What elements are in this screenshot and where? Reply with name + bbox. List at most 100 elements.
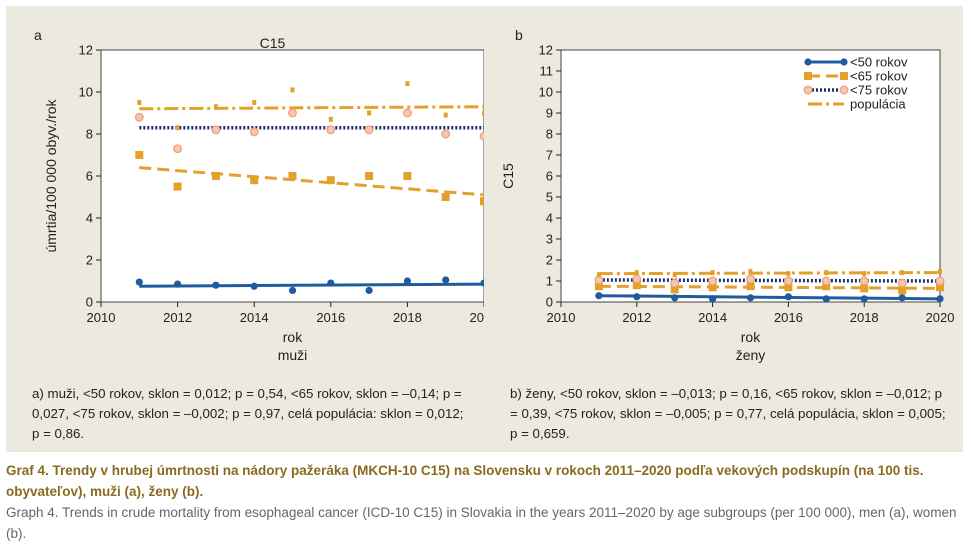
data-point-lt75 bbox=[594, 275, 604, 285]
y-tick-label: 8 bbox=[86, 127, 93, 142]
data-point-pop bbox=[175, 125, 180, 131]
data-point-lt50 bbox=[212, 281, 220, 289]
data-point-lt75 bbox=[288, 108, 297, 118]
data-point-pop bbox=[482, 110, 484, 116]
y-tick-label: 5 bbox=[546, 190, 553, 205]
trend-line-lt50 bbox=[139, 282, 484, 288]
trend-line-lt65 bbox=[139, 166, 484, 197]
y-tick-label: 7 bbox=[546, 148, 553, 163]
data-point-lt50 bbox=[671, 294, 679, 302]
x-axis-label: rok bbox=[741, 329, 761, 345]
data-point-lt75 bbox=[935, 276, 945, 286]
data-point-lt75 bbox=[479, 131, 484, 141]
data-point-lt50 bbox=[860, 295, 868, 303]
data-point-lt65 bbox=[746, 282, 755, 291]
data-point-lt50 bbox=[709, 295, 717, 303]
data-point-lt75 bbox=[326, 125, 336, 135]
data-point-pop bbox=[596, 272, 601, 278]
legend-label-pop: populácia bbox=[850, 97, 906, 112]
panel-letter: b bbox=[515, 27, 523, 43]
data-point-lt50 bbox=[822, 295, 830, 303]
x-tick-label: 2014 bbox=[698, 310, 727, 325]
y-tick-label: 10 bbox=[79, 85, 93, 100]
data-point-pop bbox=[786, 271, 791, 277]
x-tick-label: 2010 bbox=[87, 310, 116, 325]
data-point-pop bbox=[137, 100, 142, 105]
data-point-lt50 bbox=[595, 292, 603, 300]
legend-marker-lt65 bbox=[804, 72, 812, 80]
data-point-lt75 bbox=[364, 125, 374, 135]
legend-label-lt65: <65 rokov bbox=[850, 69, 908, 84]
x-tick-label: 2016 bbox=[774, 310, 803, 325]
data-point-lt50 bbox=[746, 294, 755, 302]
y-tick-label: 3 bbox=[546, 232, 553, 247]
data-point-lt75 bbox=[211, 125, 221, 135]
data-point-lt65 bbox=[441, 193, 450, 201]
data-point-lt50 bbox=[633, 293, 641, 301]
data-point-lt50 bbox=[174, 280, 182, 288]
data-point-lt65 bbox=[365, 172, 374, 180]
data-point-lt50 bbox=[365, 286, 373, 295]
data-point-pop bbox=[290, 87, 295, 93]
data-point-lt75 bbox=[897, 278, 907, 288]
chart-b-note: b) ženy, <50 rokov, sklon = –0,013; p = … bbox=[510, 386, 946, 441]
data-point-lt65 bbox=[326, 176, 335, 185]
data-point-lt75 bbox=[821, 276, 831, 286]
data-point-pop bbox=[710, 270, 715, 276]
x-tick-label: 2010 bbox=[547, 310, 576, 325]
data-point-lt65 bbox=[594, 282, 603, 291]
data-point-pop bbox=[405, 81, 410, 87]
data-point-lt50 bbox=[936, 295, 944, 303]
figure-caption: Graf 4. Trendy v hrubej úmrtnosti na nád… bbox=[6, 460, 966, 544]
data-point-pop bbox=[900, 270, 905, 276]
data-point-lt65 bbox=[670, 285, 679, 294]
data-point-lt75 bbox=[708, 276, 718, 286]
y-axis-label: C15 bbox=[500, 163, 516, 189]
y-tick-label: 2 bbox=[546, 253, 553, 268]
legend-marker-lt50 bbox=[840, 58, 848, 66]
data-point-lt65 bbox=[403, 172, 412, 180]
data-point-lt65 bbox=[250, 176, 259, 185]
data-point-lt50 bbox=[480, 279, 484, 287]
x-tick-label: 2020 bbox=[470, 310, 484, 325]
y-tick-label: 12 bbox=[539, 43, 553, 58]
data-point-lt65 bbox=[135, 151, 144, 159]
x-axis-sublabel: ženy bbox=[736, 347, 766, 363]
x-axis-label: rok bbox=[283, 329, 303, 345]
data-point-lt65 bbox=[860, 284, 869, 293]
data-point-pop bbox=[252, 100, 257, 105]
y-tick-label: 6 bbox=[546, 169, 553, 184]
data-point-lt75 bbox=[173, 144, 183, 154]
legend-marker-lt75 bbox=[839, 85, 849, 95]
x-tick-label: 2014 bbox=[240, 310, 269, 325]
data-point-pop bbox=[938, 269, 942, 275]
caption-english: Graph 4. Trends in crude mortality from … bbox=[6, 505, 957, 541]
y-tick-label: 2 bbox=[86, 253, 93, 268]
trend-line-lt65 bbox=[598, 284, 941, 290]
data-point-lt65 bbox=[288, 172, 297, 180]
chart-a: a C15 0 2 4 6 8 10 12 2010 2012 2014 2016 2018 2020 rok… bbox=[34, 27, 484, 363]
data-point-pop bbox=[328, 116, 333, 122]
data-point-lt50 bbox=[784, 293, 792, 301]
legend-label-lt50: <50 rokov bbox=[850, 55, 908, 70]
y-tick-label: 9 bbox=[546, 106, 553, 121]
legend-label-lt75: <75 rokov bbox=[850, 83, 908, 98]
legend-marker-lt75 bbox=[803, 85, 813, 95]
data-point-lt50 bbox=[135, 278, 143, 286]
legend-marker-lt65 bbox=[840, 72, 848, 80]
panel-letter: a bbox=[34, 27, 42, 43]
chart-title: C15 bbox=[260, 35, 286, 51]
figure-panel: aC15024681012201020122014201620182020rok… bbox=[6, 6, 963, 452]
caption-slovak: Graf 4. Trendy v hrubej úmrtnosti na nád… bbox=[6, 463, 924, 499]
data-point-lt75 bbox=[859, 276, 869, 286]
data-point-lt75 bbox=[402, 108, 412, 118]
data-point-lt50 bbox=[250, 282, 258, 290]
trend-line-lt50 bbox=[598, 294, 941, 301]
data-point-lt65 bbox=[898, 286, 907, 295]
data-point-pop bbox=[367, 110, 372, 116]
data-point-lt75 bbox=[134, 112, 144, 122]
legend-marker-lt50 bbox=[804, 58, 812, 66]
data-point-pop bbox=[672, 272, 677, 278]
x-tick-label: 2012 bbox=[622, 310, 651, 325]
